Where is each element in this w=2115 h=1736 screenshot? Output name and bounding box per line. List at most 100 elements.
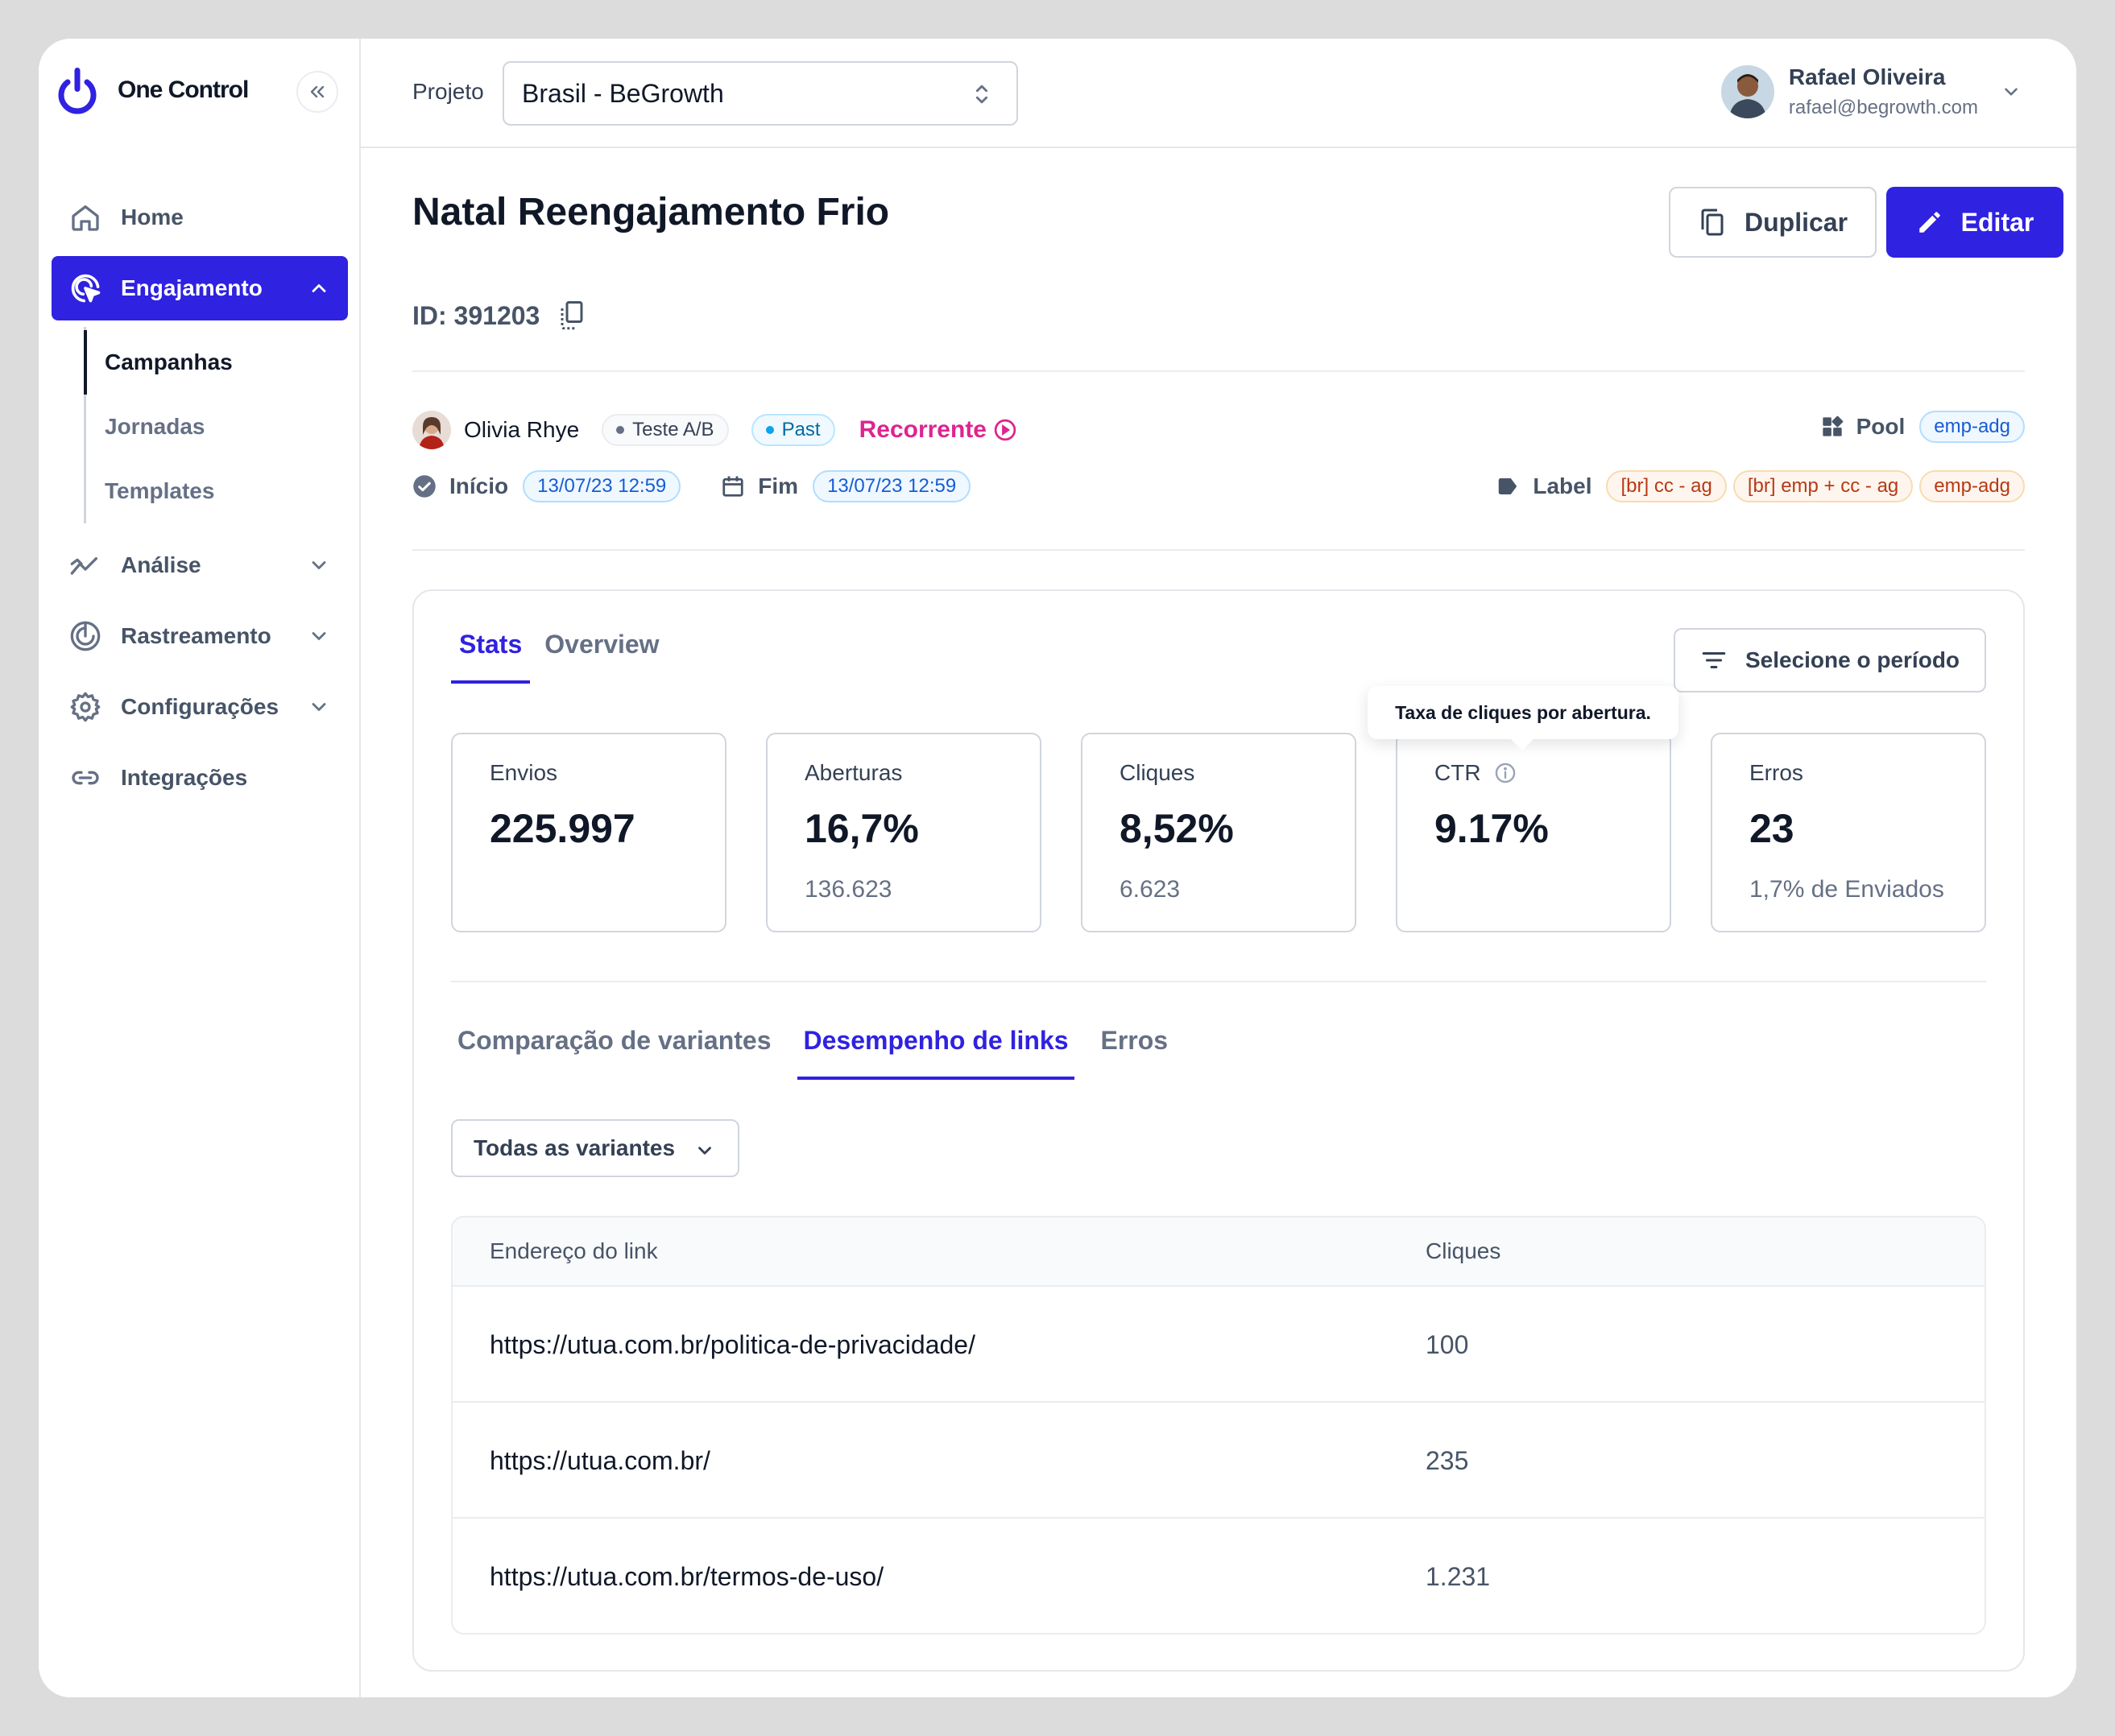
ctr-tooltip: Taxa de cliques por abertura. (1368, 686, 1678, 750)
project-select[interactable]: Brasil - BeGrowth (503, 61, 1018, 126)
column-header-link: Endereço do link (490, 1238, 658, 1263)
stat-value: 225.997 (490, 806, 635, 851)
sidebar-item-home[interactable]: Home (52, 185, 348, 250)
gear-icon (70, 692, 101, 722)
type-badge: Teste A/B (602, 414, 729, 446)
meta-divider (412, 549, 2025, 551)
brand[interactable]: One Control (56, 66, 249, 114)
copy-icon (1701, 209, 1724, 236)
period-select-label: Selecione o período (1745, 647, 1960, 672)
stat-label: Cliques (1120, 760, 1195, 785)
sidebar-item-label: Rastreamento (121, 623, 271, 648)
chevron-up-icon (312, 284, 326, 292)
sidebar-item-analise[interactable]: Análise (52, 533, 348, 597)
table-row[interactable]: https://utua.com.br/ 235 (453, 1403, 1985, 1519)
edit-button[interactable]: Editar (1886, 187, 2063, 258)
campaign-dates-row: Início 13/07/23 12:59 Fim 13/07/23 12:59… (412, 470, 2025, 512)
home-icon (72, 205, 99, 231)
stat-label: Aberturas (805, 760, 903, 785)
user-name: Rafael Oliveira (1788, 64, 1946, 89)
copy-id-icon[interactable] (557, 300, 586, 332)
tab-stats[interactable]: Stats (451, 630, 531, 684)
period-select-button[interactable]: Selecione o período (1674, 628, 1986, 692)
variant-select-label: Todas as variantes (474, 1135, 676, 1160)
type-badge-text: Teste A/B (632, 419, 714, 440)
end-label-wrap: Fim (721, 473, 798, 499)
table-row[interactable]: https://utua.com.br/termos-de-uso/ 1.231 (453, 1519, 1985, 1633)
sidebar-item-label: Integrações (121, 765, 248, 790)
stat-card-erros: Erros 23 1,7% de Enviados (1711, 733, 1986, 932)
recurrence-indicator[interactable]: Recorrente (859, 416, 1017, 444)
header-divider (412, 370, 2025, 372)
link-clicks: 100 (1426, 1330, 1469, 1359)
links-table: Endereço do link Cliques https://utua.co… (451, 1216, 1986, 1635)
stat-card-ctr: CTR 9.17% (1396, 733, 1671, 932)
tab-comparacao-variantes[interactable]: Comparação de variantes (457, 1026, 772, 1055)
pool-label: Pool (1856, 414, 1906, 439)
sidebar-nav: Home Engajamento Campanhas Jornadas Temp… (52, 185, 348, 816)
pool-badge: emp-adg (1919, 411, 2025, 443)
sidebar-item-label: Análise (121, 552, 201, 577)
link-clicks: 1.231 (1426, 1562, 1491, 1591)
sidebar-item-configuracoes[interactable]: Configurações (52, 675, 348, 739)
sidebar-subitem-templates[interactable]: Templates (105, 478, 215, 503)
link-icon (72, 771, 99, 785)
stat-sub: 1,7% de Enviados (1749, 876, 1944, 903)
duplicate-label: Duplicar (1744, 207, 1848, 237)
sidebar-item-engajamento[interactable]: Engajamento (52, 256, 348, 320)
tab-overview[interactable]: Overview (544, 630, 660, 659)
pool-field: Pool emp-adg (1821, 411, 2025, 443)
tag-icon (1499, 478, 1517, 494)
link-url: https://utua.com.br/termos-de-uso/ (490, 1562, 884, 1591)
pencil-icon (1918, 212, 1940, 233)
end-date-badge: 13/07/23 12:59 (813, 470, 971, 502)
link-url: https://utua.com.br/ (490, 1446, 710, 1475)
sidebar-item-rastreamento[interactable]: Rastreamento (52, 604, 348, 668)
project-select-value: Brasil - BeGrowth (522, 78, 724, 108)
app-window: One Control Home Engajamento Campanhas J… (39, 39, 2076, 1697)
stats-card: Stats Overview Selecione o período Taxa … (412, 589, 2025, 1672)
chevrons-left-icon (310, 85, 325, 98)
chevron-down-icon (312, 561, 326, 569)
user-email: rafael@begrowth.com (1788, 97, 1978, 118)
info-icon[interactable] (1494, 762, 1517, 784)
stat-value: 23 (1749, 806, 1794, 851)
duplicate-button[interactable]: Duplicar (1669, 187, 1877, 258)
chevron-down-icon (2005, 88, 2018, 96)
stat-card-aberturas: Aberturas 16,7% 136.623 (766, 733, 1041, 932)
user-avatar (1720, 65, 1774, 118)
campaign-meta-row: Olivia Rhye Teste A/B Past Recorrente Po… (412, 411, 2025, 453)
stat-label-wrap: CTR (1434, 760, 1670, 786)
status-badge-text: Past (781, 419, 821, 440)
user-menu[interactable]: Rafael Oliveira rafael@begrowth.com (1720, 64, 2022, 119)
start-date-badge: 13/07/23 12:59 (523, 470, 681, 502)
chevron-down-icon (312, 632, 326, 640)
stat-value: 8,52% (1120, 806, 1234, 851)
stat-sub: 136.623 (805, 876, 892, 903)
stat-label: Erros (1749, 760, 1803, 785)
sidebar-item-label: Configurações (121, 694, 279, 719)
label-badge: emp-adg (1919, 470, 2025, 502)
details-tabs: Comparação de variantes Desempenho de li… (451, 1026, 1194, 1080)
play-circle-icon (994, 419, 1016, 441)
edit-label: Editar (1960, 207, 2034, 237)
collapse-sidebar-button[interactable] (296, 71, 338, 113)
table-row[interactable]: https://utua.com.br/politica-de-privacid… (453, 1287, 1985, 1403)
stat-card-envios: Envios 225.997 (451, 733, 726, 932)
target-cursor-icon (71, 274, 101, 303)
selector-icon (975, 85, 988, 104)
owner-name: Olivia Rhye (464, 417, 580, 442)
labels-field: Label [br] cc - ag [br] emp + cc - ag em… (1496, 470, 2025, 502)
label-label: Label (1533, 473, 1592, 498)
variant-select[interactable]: Todas as variantes (451, 1119, 739, 1177)
owner: Olivia Rhye Teste A/B Past Recorrente (412, 411, 1017, 449)
tab-desempenho-links[interactable]: Desempenho de links (797, 1026, 1075, 1080)
campaign-id: ID: 391203 (412, 300, 586, 332)
sidebar-subitem-campanhas[interactable]: Campanhas (84, 330, 348, 395)
sidebar-subitem-jornadas[interactable]: Jornadas (105, 414, 205, 439)
sidebar-item-integracoes[interactable]: Integrações (52, 746, 348, 810)
pool-label-wrap: Pool (1821, 414, 1906, 440)
start-label-wrap: Início (412, 473, 508, 499)
stat-value: 16,7% (805, 806, 919, 851)
tab-erros[interactable]: Erros (1100, 1026, 1169, 1055)
